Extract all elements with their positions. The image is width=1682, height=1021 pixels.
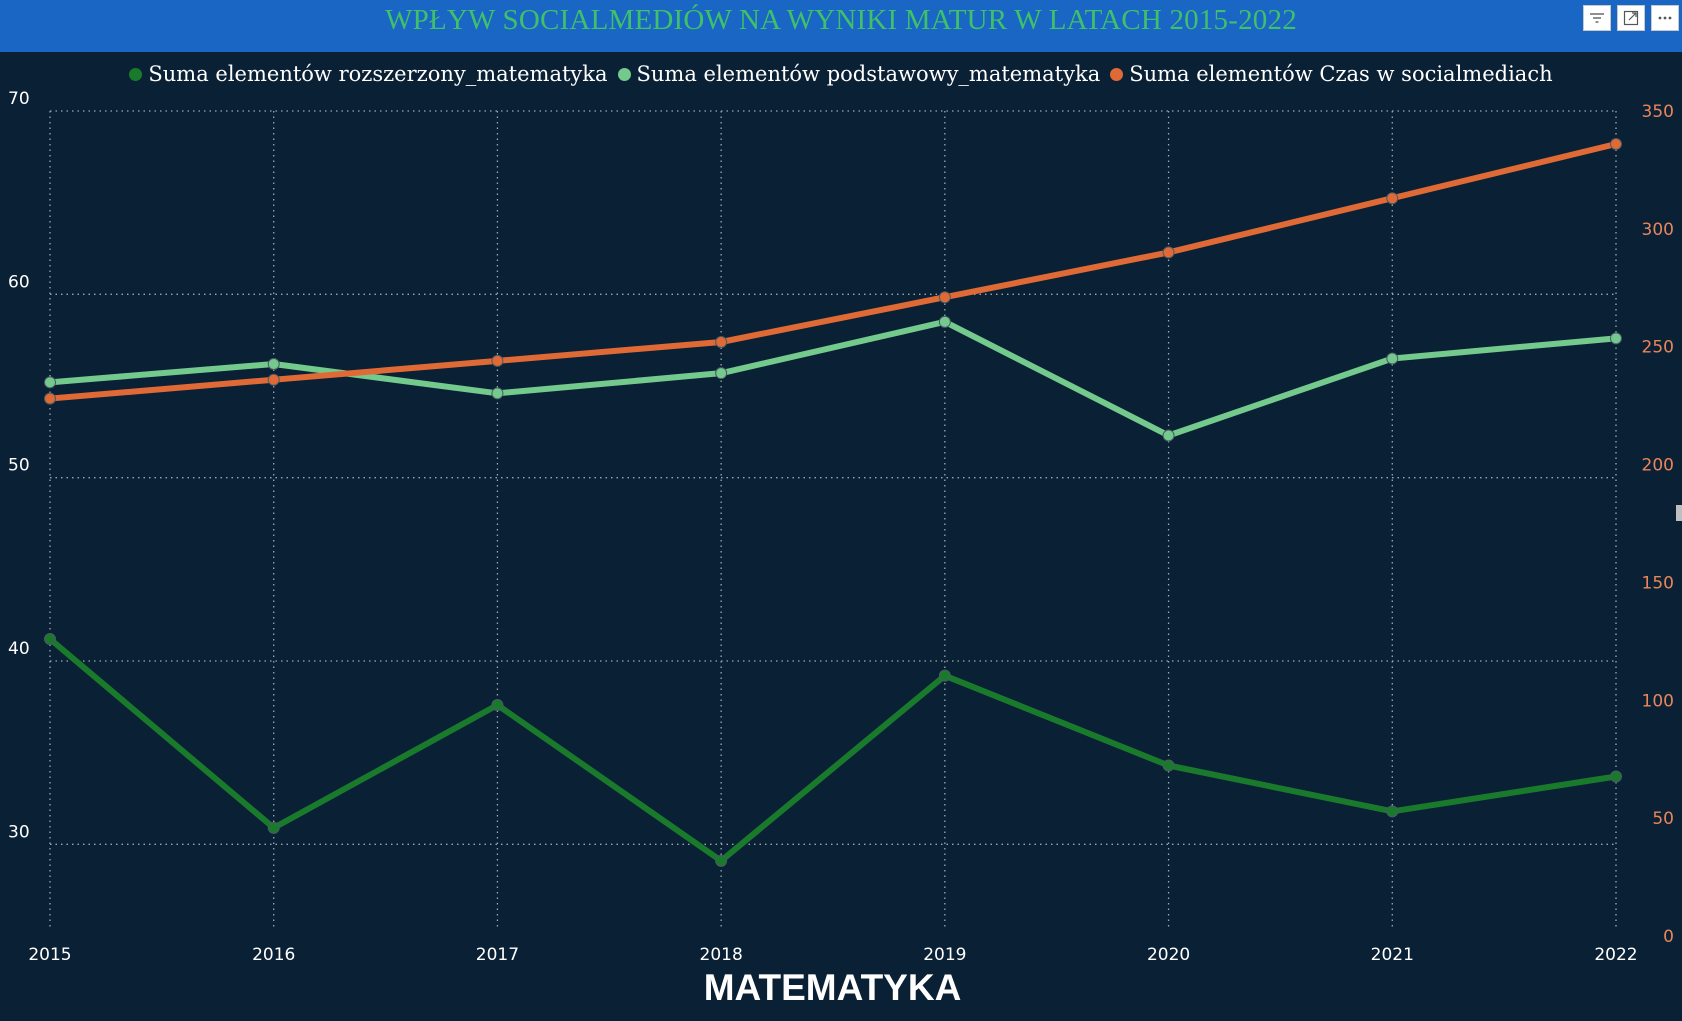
- legend-item-czas[interactable]: Suma elementów Czas w socialmediach: [1110, 62, 1553, 86]
- y-right-tick-label: 200: [1642, 456, 1674, 476]
- legend: Suma elementów rozszerzony_matematyka Su…: [0, 62, 1682, 86]
- more-options-button[interactable]: [1651, 5, 1679, 31]
- legend-label-podstawowy: Suma elementów podstawowy_matematyka: [636, 62, 1101, 86]
- y-right-tick-label: 300: [1642, 220, 1674, 240]
- data-point-czas[interactable]: [1610, 138, 1622, 150]
- more-options-icon: [1658, 16, 1672, 20]
- data-point-czas[interactable]: [1162, 246, 1175, 259]
- series-line-podstawowy[interactable]: [47, 318, 1619, 439]
- filter-button[interactable]: [1583, 5, 1611, 31]
- filter-icon: [1590, 13, 1604, 23]
- x-tick-label: 2015: [28, 945, 71, 965]
- title-bar: [0, 0, 1682, 52]
- x-axis: 2015 2016 2017 2018 2019 2020 2021 2022: [28, 945, 1637, 965]
- y-right-tick-label: 250: [1642, 338, 1674, 358]
- data-point-rozszerzony[interactable]: [267, 821, 280, 834]
- left-y-axis: 30 40 50 60 70: [8, 89, 30, 842]
- data-point-rozszerzony[interactable]: [491, 699, 504, 711]
- legend-item-podstawowy[interactable]: Suma elementów podstawowy_matematyka: [617, 62, 1101, 86]
- data-point-podstawowy[interactable]: [267, 358, 280, 370]
- chart-title: WPŁYW SOCIALMEDIÓW NA WYNIKI MATUR W LAT…: [385, 4, 1297, 36]
- x-tick-label: 2018: [700, 945, 743, 965]
- x-tick-label: 2022: [1594, 945, 1637, 965]
- y-right-tick-label: 100: [1642, 691, 1674, 711]
- data-point-rozszerzony[interactable]: [44, 633, 56, 645]
- data-point-czas[interactable]: [715, 336, 728, 348]
- x-tick-label: 2019: [923, 945, 966, 965]
- chart-subtitle: MATEMATYKA: [703, 967, 962, 1008]
- series-line-czas[interactable]: [47, 141, 1619, 402]
- resize-handle[interactable]: [1676, 505, 1682, 521]
- data-point-czas[interactable]: [44, 392, 56, 405]
- data-point-czas[interactable]: [938, 291, 951, 304]
- series-layer: [44, 138, 1622, 867]
- legend-marker-podstawowy: [617, 67, 631, 81]
- y-left-tick-label: 30: [8, 822, 30, 842]
- data-point-podstawowy[interactable]: [938, 315, 951, 328]
- legend-marker-rozszerzony: [129, 67, 143, 81]
- right-y-axis: 0 50 100 150 200 250 300 350: [1642, 102, 1674, 947]
- focus-mode-button[interactable]: [1617, 5, 1645, 31]
- x-tick-label: 2020: [1147, 945, 1190, 965]
- data-point-podstawowy[interactable]: [1610, 332, 1622, 345]
- y-right-tick-label: 150: [1642, 573, 1674, 593]
- y-right-tick-label: 50: [1652, 809, 1674, 829]
- legend-item-rozszerzony[interactable]: Suma elementów rozszerzony_matematyka: [129, 62, 608, 86]
- y-left-tick-label: 70: [8, 89, 30, 109]
- data-point-rozszerzony[interactable]: [938, 669, 951, 682]
- grid: [49, 110, 1617, 930]
- data-point-podstawowy[interactable]: [1386, 352, 1399, 365]
- data-point-rozszerzony[interactable]: [1386, 805, 1399, 818]
- x-tick-label: 2016: [252, 945, 295, 965]
- y-left-tick-label: 60: [8, 272, 30, 292]
- data-point-czas[interactable]: [1386, 192, 1399, 205]
- x-tick-label: 2021: [1371, 945, 1414, 965]
- data-point-podstawowy[interactable]: [491, 387, 504, 400]
- x-tick-label: 2017: [476, 945, 519, 965]
- data-point-podstawowy[interactable]: [44, 376, 56, 389]
- data-point-podstawowy[interactable]: [715, 367, 728, 380]
- legend-label-czas: Suma elementów Czas w socialmediach: [1129, 62, 1553, 86]
- focus-mode-icon: [1623, 10, 1639, 26]
- data-point-czas[interactable]: [267, 373, 280, 386]
- data-point-rozszerzony[interactable]: [715, 854, 728, 867]
- y-right-tick-label: 350: [1642, 102, 1674, 122]
- data-point-rozszerzony[interactable]: [1162, 759, 1175, 772]
- y-left-tick-label: 50: [8, 456, 30, 476]
- y-right-tick-label: 0: [1663, 927, 1674, 947]
- series-line-rozszerzony[interactable]: [47, 636, 1619, 864]
- legend-label-rozszerzony: Suma elementów rozszerzony_matematyka: [148, 62, 608, 86]
- data-point-czas[interactable]: [491, 354, 504, 367]
- legend-marker-czas: [1110, 67, 1124, 81]
- data-point-rozszerzony[interactable]: [1610, 770, 1622, 783]
- y-left-tick-label: 40: [8, 639, 30, 659]
- data-point-podstawowy[interactable]: [1162, 429, 1175, 442]
